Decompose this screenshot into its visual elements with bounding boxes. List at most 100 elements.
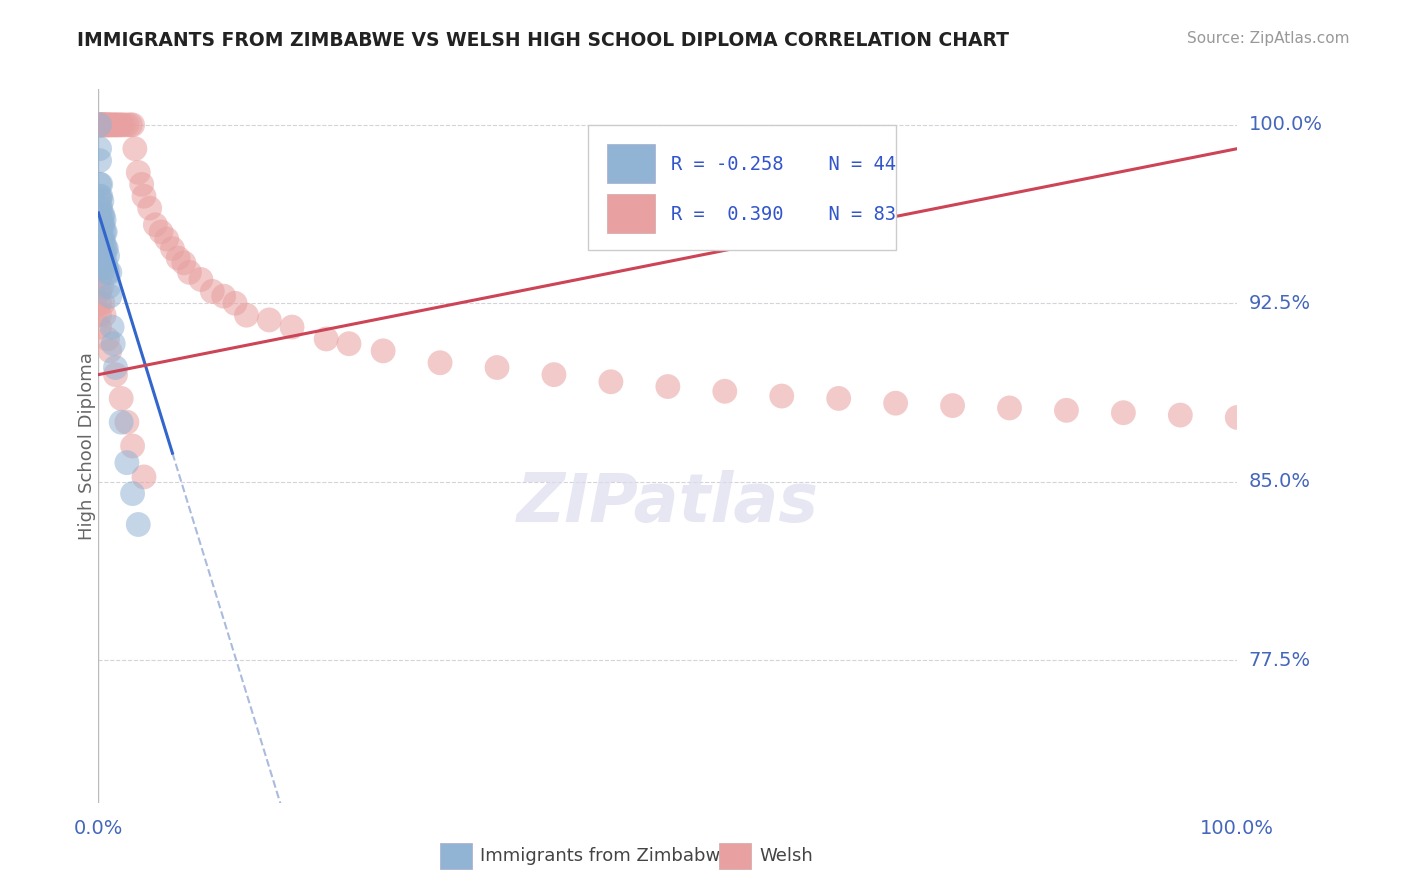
Point bbox=[90, 232, 112, 246]
Point bbox=[150, 225, 173, 239]
Point bbox=[93, 213, 115, 227]
Point bbox=[108, 118, 131, 132]
Point bbox=[89, 242, 111, 256]
Point bbox=[90, 242, 112, 256]
Point bbox=[101, 320, 124, 334]
Point bbox=[89, 308, 111, 322]
Point bbox=[89, 213, 111, 227]
Point bbox=[89, 285, 111, 299]
Text: 92.5%: 92.5% bbox=[1249, 293, 1310, 313]
Point bbox=[112, 118, 135, 132]
Point bbox=[94, 225, 117, 239]
Point bbox=[90, 118, 112, 132]
Point bbox=[120, 118, 142, 132]
Point bbox=[89, 296, 111, 310]
Point bbox=[89, 260, 111, 275]
Point bbox=[1226, 410, 1249, 425]
Text: ZIPatlas: ZIPatlas bbox=[517, 470, 818, 536]
Point bbox=[235, 308, 257, 322]
Point bbox=[121, 439, 143, 453]
Point bbox=[98, 343, 121, 358]
Point bbox=[90, 225, 112, 239]
Point bbox=[110, 415, 132, 429]
Point bbox=[89, 178, 111, 192]
Point bbox=[96, 265, 118, 279]
Point bbox=[96, 332, 118, 346]
Point bbox=[94, 242, 117, 256]
Point bbox=[90, 279, 112, 293]
Point bbox=[89, 189, 111, 203]
Point bbox=[90, 118, 112, 132]
Text: 85.0%: 85.0% bbox=[1249, 472, 1310, 491]
Point bbox=[115, 456, 138, 470]
Point bbox=[127, 165, 149, 179]
Point bbox=[91, 232, 114, 246]
Point bbox=[124, 142, 146, 156]
Point bbox=[105, 118, 128, 132]
Point bbox=[90, 189, 112, 203]
Point bbox=[98, 118, 121, 132]
Point bbox=[127, 517, 149, 532]
Text: IMMIGRANTS FROM ZIMBABWE VS WELSH HIGH SCHOOL DIPLOMA CORRELATION CHART: IMMIGRANTS FROM ZIMBABWE VS WELSH HIGH S… bbox=[77, 31, 1010, 50]
Bar bbox=[440, 844, 472, 869]
Point bbox=[190, 272, 212, 286]
Point bbox=[121, 118, 143, 132]
Point bbox=[91, 208, 114, 222]
Point bbox=[89, 153, 111, 168]
Point bbox=[93, 225, 115, 239]
Point bbox=[224, 296, 246, 310]
Point bbox=[91, 249, 114, 263]
Point bbox=[96, 260, 118, 275]
Text: R =  0.390    N = 83: R = 0.390 N = 83 bbox=[671, 204, 896, 224]
Text: R = -0.258    N = 44: R = -0.258 N = 44 bbox=[671, 154, 896, 174]
Point bbox=[91, 296, 114, 310]
Point bbox=[104, 368, 127, 382]
Point bbox=[96, 118, 118, 132]
Point bbox=[884, 396, 907, 410]
FancyBboxPatch shape bbox=[607, 194, 655, 234]
Point bbox=[429, 356, 451, 370]
Point bbox=[543, 368, 565, 382]
Point bbox=[90, 194, 112, 208]
FancyBboxPatch shape bbox=[588, 125, 896, 250]
Point bbox=[89, 142, 111, 156]
Point bbox=[89, 272, 111, 286]
Point bbox=[90, 218, 112, 232]
Point bbox=[600, 375, 623, 389]
Point bbox=[173, 256, 195, 270]
Point bbox=[91, 118, 114, 132]
Point bbox=[104, 360, 127, 375]
Point bbox=[1170, 408, 1192, 422]
Point bbox=[167, 251, 190, 265]
Point bbox=[998, 401, 1021, 415]
Point bbox=[131, 178, 153, 192]
Point bbox=[486, 360, 509, 375]
Point bbox=[156, 232, 179, 246]
Point bbox=[90, 260, 112, 275]
Point bbox=[315, 332, 337, 346]
Point bbox=[98, 265, 121, 279]
Point bbox=[96, 118, 118, 132]
Point bbox=[132, 470, 155, 484]
Point bbox=[103, 336, 125, 351]
Y-axis label: High School Diploma: High School Diploma bbox=[79, 352, 96, 540]
Point bbox=[828, 392, 851, 406]
Point bbox=[714, 384, 737, 399]
Point bbox=[93, 249, 115, 263]
Point bbox=[90, 201, 112, 215]
Point bbox=[96, 242, 118, 256]
Point bbox=[201, 285, 224, 299]
Point bbox=[1112, 406, 1135, 420]
Point bbox=[281, 320, 304, 334]
Point bbox=[371, 343, 394, 358]
Point bbox=[89, 118, 111, 132]
Point bbox=[138, 201, 160, 215]
Point bbox=[90, 236, 112, 251]
Point bbox=[91, 218, 114, 232]
Text: 77.5%: 77.5% bbox=[1249, 650, 1310, 670]
Point bbox=[115, 415, 138, 429]
Point bbox=[942, 399, 965, 413]
Point bbox=[89, 232, 111, 246]
Point bbox=[93, 236, 115, 251]
Point bbox=[121, 486, 143, 500]
